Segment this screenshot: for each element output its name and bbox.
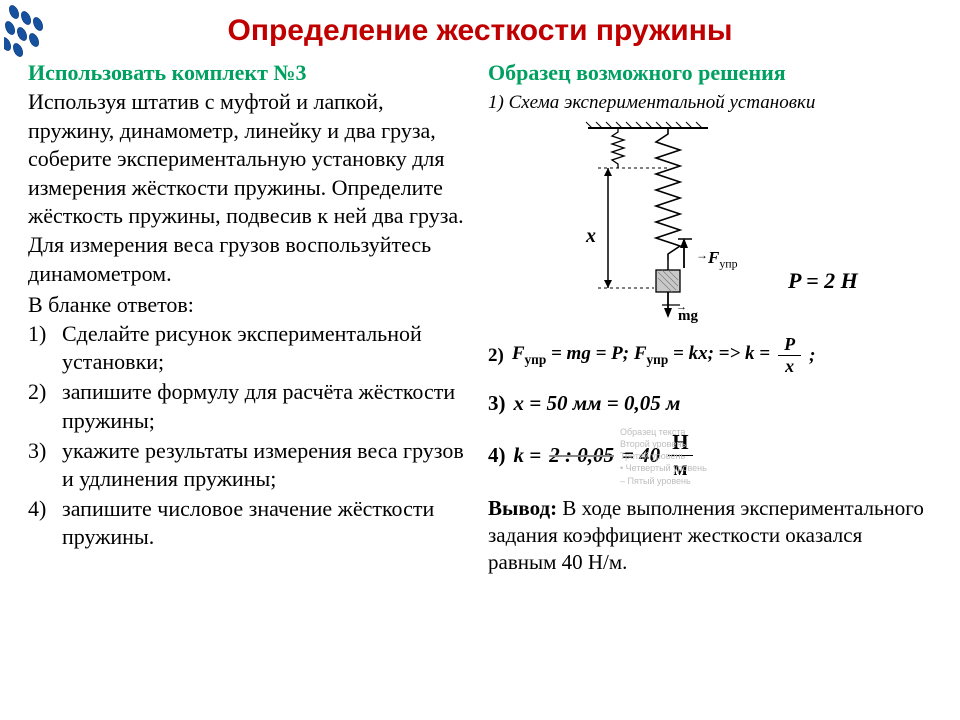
- placeholder-ghost-text: Образец текста Второй уровень Третий уро…: [620, 426, 707, 487]
- p-equation: P = 2 Н: [788, 268, 858, 294]
- sample-title: Образец возможного решения: [488, 60, 928, 86]
- step-item: 1)Сделайте рисунок экспериментальной уст…: [28, 320, 468, 376]
- equation-4: Образец текста Второй уровень Третий уро…: [488, 430, 928, 481]
- kit-label: Использовать комплект №3: [28, 60, 468, 86]
- scheme-caption: 1) Схема экспериментальной установки: [488, 92, 928, 114]
- blank-intro: В бланке ответов:: [28, 292, 468, 318]
- step-item: 3)укажите результаты измерения веса груз…: [28, 437, 468, 493]
- conclusion: Вывод: В ходе выполнения экспериментальн…: [488, 495, 928, 576]
- mg-label: mg→: [678, 308, 709, 325]
- force-label: →Fупр: [696, 248, 738, 271]
- solution-column: Образец возможного решения 1) Схема эксп…: [488, 60, 928, 576]
- equation-2: 2) Fупр = mg = P; Fупр = kx; => k = P x …: [488, 334, 928, 377]
- step-item: 4)запишите числовое значение жёсткости п…: [28, 495, 468, 551]
- steps-list: 1)Сделайте рисунок экспериментальной уст…: [28, 320, 468, 551]
- corner-decoration: [4, 4, 64, 64]
- page-title: Определение жесткости пружины: [0, 0, 960, 48]
- task-text: Используя штатив с муфтой и лапкой, пруж…: [28, 88, 468, 288]
- task-column: Использовать комплект №3 Используя штати…: [28, 60, 468, 576]
- fraction-p-over-x: P x: [778, 334, 801, 377]
- setup-diagram: x →Fупр mg→ P = 2 Н: [488, 120, 928, 320]
- equation-3: 3) x = 50 мм = 0,05 м: [488, 391, 928, 416]
- step-item: 2)запишите формулу для расчёта жёсткости…: [28, 378, 468, 434]
- x-label: x: [586, 225, 596, 248]
